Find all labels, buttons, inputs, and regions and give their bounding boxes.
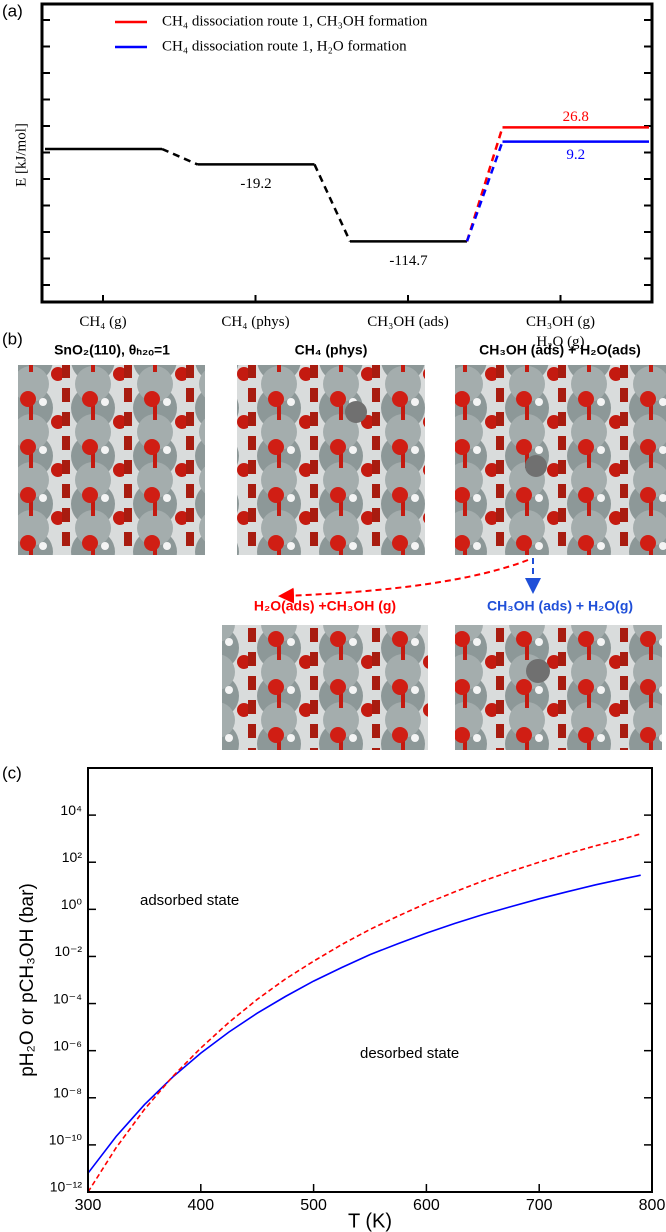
molecule (526, 659, 550, 683)
value-label: -19.2 (240, 176, 271, 192)
structure-image (455, 365, 666, 555)
x-axis-label: T (K) (348, 1210, 392, 1232)
x-tick-label: 500 (300, 1197, 327, 1214)
image-title: H₂O(ads) +CH₃OH (g) (254, 598, 396, 614)
image-title: CH₄ (phys) (295, 342, 368, 358)
structure-image (222, 625, 428, 750)
value-label: 9.2 (566, 147, 585, 163)
y-tick-label: 10⁻² (54, 943, 82, 959)
x-tick-label: CH₄ (phys) (221, 314, 290, 330)
image-title: SnO₂(110), θₕ₂ₒ=1 (54, 342, 170, 358)
connector (465, 141, 504, 242)
value-label: -114.7 (389, 253, 428, 269)
x-tick-label: CH₄ (g) (79, 314, 127, 330)
y-tick-label: 10⁻¹⁰ (49, 1132, 83, 1148)
structure-image (237, 365, 425, 555)
legend-label: CH₄ dissociation route 1, CH₃OH formatio… (162, 13, 428, 29)
x-tick-label: 600 (413, 1197, 440, 1214)
y-tick-label: 10⁰ (61, 896, 83, 912)
panel-label: (b) (2, 329, 23, 348)
x-tick-label: CH₃OH (ads) (367, 314, 449, 330)
plot-frame (87, 767, 653, 1193)
y-tick-label: 10⁻⁶ (53, 1037, 82, 1053)
value-label: 26.8 (563, 109, 589, 125)
annotation: desorbed state (360, 1045, 459, 1062)
structure-image (18, 365, 205, 555)
structure-image (455, 625, 662, 750)
annotation: adsorbed state (140, 892, 239, 909)
y-axis-label: E [kJ/mol] (13, 123, 29, 187)
image-title: CH₃OH (ads) + H₂O(g) (487, 598, 633, 614)
image-title: CH₃OH (ads) + H₂O(ads) (479, 342, 641, 358)
panel-label: (a) (2, 1, 23, 20)
panel-label: (c) (2, 763, 22, 782)
x-tick-label: CH₃OH (g) H₂O (g) (526, 314, 595, 350)
y-tick-label: 10⁻⁸ (53, 1084, 82, 1100)
connector (313, 163, 352, 242)
x-tick-label: 400 (187, 1197, 214, 1214)
plot-frame (40, 2, 654, 304)
data-line (87, 833, 641, 1193)
data-line (87, 874, 641, 1174)
arrow (278, 559, 529, 604)
x-tick-label: 800 (639, 1197, 666, 1214)
legend-label: CH₄ dissociation route 1, H₂O formation (162, 38, 407, 54)
y-tick-label: 10⁻¹² (50, 1179, 83, 1195)
x-tick-label: 700 (526, 1197, 553, 1214)
y-tick-label: 10⁻⁴ (53, 990, 82, 1006)
molecule (525, 455, 547, 477)
y-axis-label: pH₂O or pCH₃OH (bar) (17, 883, 38, 1077)
connector (161, 147, 198, 166)
y-tick-label: 10⁴ (60, 802, 82, 818)
molecule (345, 401, 367, 423)
y-tick-label: 10² (62, 849, 83, 865)
x-tick-label: 300 (75, 1197, 102, 1214)
connector (465, 127, 504, 242)
